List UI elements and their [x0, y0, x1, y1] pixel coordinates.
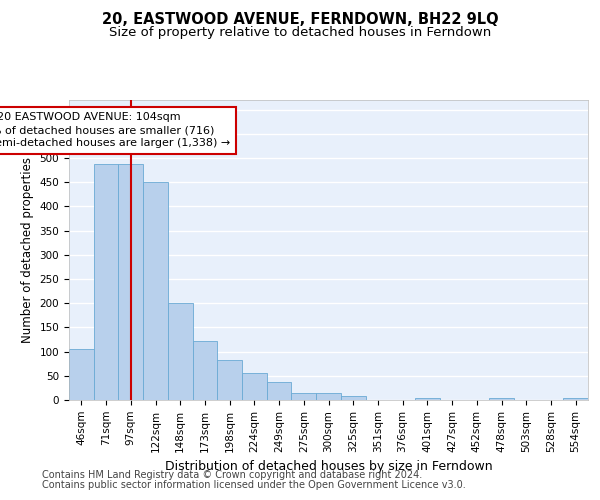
- Y-axis label: Number of detached properties: Number of detached properties: [21, 157, 34, 343]
- Bar: [267, 382, 292, 400]
- Bar: [242, 374, 267, 400]
- Bar: [563, 398, 588, 400]
- X-axis label: Distribution of detached houses by size in Ferndown: Distribution of detached houses by size …: [164, 460, 493, 473]
- Bar: [489, 398, 514, 400]
- Text: 20, EASTWOOD AVENUE, FERNDOWN, BH22 9LQ: 20, EASTWOOD AVENUE, FERNDOWN, BH22 9LQ: [101, 12, 499, 28]
- Bar: [341, 396, 365, 400]
- Bar: [292, 392, 316, 400]
- Bar: [69, 349, 94, 400]
- Text: Size of property relative to detached houses in Ferndown: Size of property relative to detached ho…: [109, 26, 491, 39]
- Bar: [217, 360, 242, 400]
- Text: Contains public sector information licensed under the Open Government Licence v3: Contains public sector information licen…: [42, 480, 466, 490]
- Bar: [94, 164, 118, 400]
- Bar: [143, 182, 168, 400]
- Bar: [415, 398, 440, 400]
- Bar: [316, 392, 341, 400]
- Text: 20 EASTWOOD AVENUE: 104sqm
← 35% of detached houses are smaller (716)
65% of sem: 20 EASTWOOD AVENUE: 104sqm ← 35% of deta…: [0, 112, 230, 148]
- Bar: [118, 164, 143, 400]
- Text: Contains HM Land Registry data © Crown copyright and database right 2024.: Contains HM Land Registry data © Crown c…: [42, 470, 422, 480]
- Bar: [168, 303, 193, 400]
- Bar: [193, 341, 217, 400]
